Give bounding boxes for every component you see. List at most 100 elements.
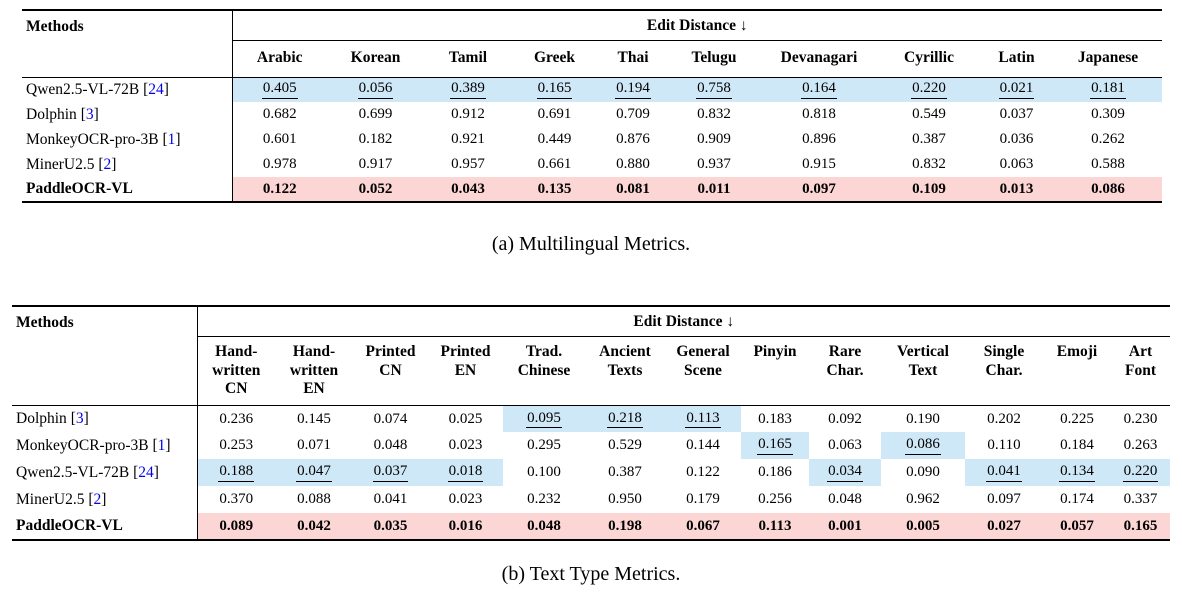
column-header-greek: Greek <box>512 40 597 78</box>
column-header-devanagari: Devanagari <box>759 40 879 78</box>
column-header-latin: Latin <box>979 40 1054 78</box>
metric-cell: 0.071 <box>297 437 331 454</box>
metric-cell: 0.036 <box>999 131 1034 148</box>
metric-cell: 0.198 <box>585 513 665 541</box>
metric-cell: 0.876 <box>616 131 650 148</box>
method-name: Qwen2.5-VL-72B [24] <box>12 459 198 487</box>
metric-cell: 0.174 <box>1060 491 1094 508</box>
metric-cell: 0.309 <box>1091 106 1125 123</box>
metric-cell: 0.134 <box>1043 459 1111 487</box>
column-header-tamil: Tamil <box>424 40 512 78</box>
method-name: Qwen2.5-VL-72B [24] <box>22 77 233 103</box>
method-name: MonkeyOCR-pro-3B [1] <box>22 127 233 153</box>
edit-distance-header: Edit Distance ↓ <box>232 10 1162 41</box>
citation-link[interactable]: 2 <box>93 490 102 508</box>
metric-cell: 0.182 <box>358 131 393 148</box>
metric-cell: 0.095 <box>503 405 585 433</box>
method-name: Dolphin [3] <box>22 102 233 128</box>
metric-cell: 0.832 <box>912 156 946 173</box>
metric-cell: 0.186 <box>758 464 792 481</box>
metric-cell: 0.253 <box>219 437 254 454</box>
metric-cell: 0.915 <box>802 156 836 173</box>
metric-cell: 0.088 <box>297 491 331 508</box>
citation-link[interactable]: 1 <box>167 130 176 148</box>
metric-cell: 0.184 <box>1060 437 1094 454</box>
metric-cell: 0.057 <box>1043 513 1111 541</box>
metric-cell: 0.027 <box>965 513 1043 541</box>
metric-cell: 0.549 <box>912 106 946 123</box>
method-name: MinerU2.5 [2] <box>22 152 233 178</box>
citation-link[interactable]: 3 <box>75 410 84 428</box>
method-name: PaddleOCR-VL <box>22 177 233 203</box>
group-header-row: Methods Edit Distance ↓ <box>12 306 1171 406</box>
metric-cell: 0.917 <box>358 156 393 173</box>
metric-cell: 0.179 <box>686 491 720 508</box>
column-header-telugu: Telugu <box>669 40 759 78</box>
metric-cell: 0.037 <box>353 459 428 487</box>
metric-cell: 0.042 <box>275 513 353 541</box>
metric-cell: 0.023 <box>448 437 483 454</box>
metric-cell: 0.109 <box>879 177 979 203</box>
citation-link[interactable]: 1 <box>157 436 166 454</box>
method-name: PaddleOCR-VL <box>12 513 198 541</box>
metric-cell: 0.144 <box>686 437 720 454</box>
metric-cell: 0.188 <box>197 459 275 487</box>
metric-cell: 0.145 <box>297 410 331 427</box>
metric-cell: 0.011 <box>669 177 759 203</box>
metric-cell: 0.025 <box>448 410 483 427</box>
metric-cell: 0.037 <box>999 106 1034 123</box>
metric-cell: 0.090 <box>906 464 940 481</box>
metric-cell: 0.023 <box>448 491 483 508</box>
metric-cell: 0.912 <box>451 106 485 123</box>
metric-cell: 0.337 <box>1123 491 1158 508</box>
metric-cell: 0.225 <box>1060 410 1094 427</box>
column-header-printed-en: Printed EN <box>428 336 503 406</box>
metric-cell: 0.048 <box>828 491 862 508</box>
citation-link[interactable]: 24 <box>148 80 164 98</box>
metric-cell: 0.449 <box>537 131 572 148</box>
citation-link[interactable]: 24 <box>138 463 154 481</box>
metric-cell: 0.063 <box>999 156 1034 173</box>
metric-cell: 0.048 <box>503 513 585 541</box>
metric-cell: 0.661 <box>537 156 572 173</box>
method-row-dolphin: Dolphin [3] 0.236 0.145 0.074 0.025 0.095 0.21… <box>12 405 1170 433</box>
metric-cell: 0.089 <box>197 513 275 541</box>
metric-cell: 0.709 <box>616 106 650 123</box>
column-header-ancient-texts: Ancient Texts <box>585 336 665 406</box>
metric-cell: 0.043 <box>424 177 512 203</box>
metric-cell: 0.236 <box>219 410 254 427</box>
metric-cell: 0.256 <box>758 491 792 508</box>
metric-cell: 0.909 <box>697 131 731 148</box>
edit-distance-header: Edit Distance ↓ <box>197 306 1171 337</box>
column-header-cyrillic: Cyrillic <box>879 40 979 78</box>
metric-cell: 0.220 <box>1111 459 1171 487</box>
metric-cell: 0.880 <box>616 156 650 173</box>
metric-cell: 0.052 <box>327 177 424 203</box>
column-header-printed-cn: Printed CN <box>353 336 428 406</box>
column-header-single-char: Single Char. <box>965 336 1043 406</box>
column-header-emoji: Emoji <box>1043 336 1111 406</box>
method-row-paddleocr-vl: PaddleOCR-VL 0.089 0.042 0.035 0.016 0.048 0.1… <box>12 513 1171 541</box>
column-header-thai: Thai <box>597 40 669 78</box>
column-header-arabic: Arabic <box>232 40 327 78</box>
metric-cell: 0.063 <box>828 437 862 454</box>
citation-link[interactable]: 2 <box>103 155 112 173</box>
metric-cell: 0.387 <box>608 464 642 481</box>
metric-cell: 0.097 <box>759 177 879 203</box>
citation-link[interactable]: 3 <box>85 105 94 123</box>
metric-cell: 0.097 <box>987 491 1021 508</box>
method-row-mineru2-5: MinerU2.5 [2] 0.370 0.088 0.041 0.023 0.232 0.… <box>12 486 1170 514</box>
metric-cell: 0.232 <box>527 491 561 508</box>
metric-cell: 0.086 <box>1054 177 1162 203</box>
metric-cell: 0.832 <box>697 106 731 123</box>
metric-cell: 0.262 <box>1091 131 1125 148</box>
column-header-general-scene: General Scene <box>665 336 741 406</box>
metric-cell: 0.387 <box>912 131 946 148</box>
method-row-monkeyocr-pro-3b: MonkeyOCR-pro-3B [1] 0.601 0.182 0.921 0.449… <box>22 127 1162 153</box>
metric-cell: 0.013 <box>979 177 1054 203</box>
metric-cell: 0.950 <box>608 491 642 508</box>
method-row-qwen2-5-vl-72b: Qwen2.5-VL-72B [24] 0.405 0.056 0.389 0.165 0… <box>22 77 1162 103</box>
metric-cell: 0.202 <box>987 410 1021 427</box>
metric-cell: 0.190 <box>906 410 940 427</box>
metric-cell: 0.218 <box>585 405 665 433</box>
